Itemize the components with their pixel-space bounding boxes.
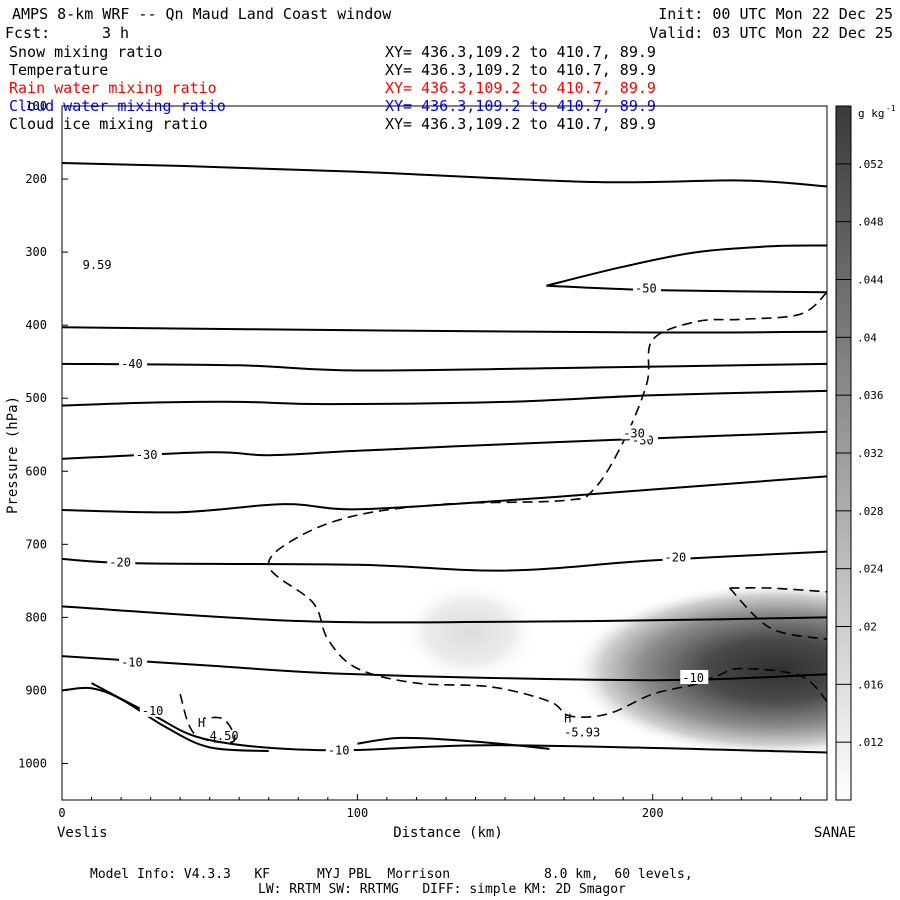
colorbar: .012 .016 .02 .024 .028 .032 .036 .04 .044 .048 .0… [835,104,896,801]
colorbar-tick-label: .036 [857,389,884,402]
colorbar-tick-label: .052 [857,158,884,171]
colorbar-tick-label: .044 [857,274,884,287]
contour-label-bg [119,355,148,370]
forecast-value: 3 h [102,24,129,42]
y-axis-label: Pressure (hPa) [5,396,21,514]
contour-label-bg [107,554,136,569]
isotherm-line [62,326,827,334]
y-tick-label: 700 [25,537,47,551]
field-name: Temperature [9,61,108,79]
contour-label-bg [139,702,168,717]
contour-label: -20 [665,550,687,564]
x-tick-label: 100 [347,806,369,820]
contour-label-bg [325,742,354,757]
isotherm-line [62,550,827,572]
field-coords: XY= 436.3,109.2 to 410.7, 89.9 [385,115,656,133]
field-name: Rain water mixing ratio [9,79,217,97]
x-tick-label: 200 [642,806,664,820]
contour-label-bg [662,549,691,564]
isotherm-line [62,389,827,407]
snow-contour-line [179,693,236,744]
isotherm-line [62,655,827,682]
isotherm-line [62,430,827,460]
y-tick-label: 300 [25,245,47,259]
y-tick-label: 900 [25,683,47,697]
shading-blob [570,582,827,758]
y-tick-label: 600 [25,464,47,478]
chart-title: AMPS 8-km WRF -- Qn Maud Land Coast wind… [12,5,392,23]
annotation-text: H [198,716,205,730]
contour-label: -30 [623,426,645,440]
contour-label: -10 [142,704,164,718]
annotation-text: 4.50 [210,729,239,743]
snow-contour-line [728,587,827,641]
isotherm-line [62,162,827,188]
y-tick-label: 100 [25,99,47,113]
y-tick-label: 1000 [18,756,47,770]
contour-label: -30 [136,448,158,462]
contour-label: -10 [121,656,143,670]
forecast-label: Fcst: [5,24,50,42]
left-endpoint-label: Veslis [57,825,108,841]
field-name: Cloud ice mixing ratio [9,115,208,133]
x-tick-label: 0 [58,806,65,820]
isotherm-line [546,284,827,294]
contour-label: -10 [682,671,704,685]
model-info-line1: Model Info: V4.3.3 KF MYJ PBL Morrison 8… [90,867,693,882]
isotherm-line [62,605,827,624]
contour-label-bg [680,670,709,685]
field-coords: XY= 436.3,109.2 to 410.7, 89.9 [385,43,656,61]
right-endpoint-label: SANAE [814,825,856,841]
field-coords: XY= 436.3,109.2 to 410.7, 89.9 [385,61,656,79]
contour-label: -10 [328,743,350,757]
contour-labels: -50-40-30-30-20 -20-10-10-10-10-30H4.50H-… [83,258,709,757]
isotherm-line [357,736,550,750]
annotation-text: H [564,712,571,726]
y-tick-label: 200 [25,172,47,186]
contour-label: -40 [121,357,143,371]
isotherm-line [546,244,827,287]
contour-label: -20 [109,556,131,570]
y-tick-label: 500 [25,391,47,405]
colorbar-tick-label: .04 [857,331,877,344]
y-axis: 100 200 300 400 500 600 700 800 900 1000 [18,99,68,770]
contour-label-bg [119,654,148,669]
snow-contour-line [267,291,827,719]
colorbar-tick-label: .012 [857,736,884,749]
contour-label-bg [621,425,650,440]
snow-contour-line [729,587,827,593]
isotherm-line [62,475,827,514]
model-info-line2: LW: RRTM SW: RRTMG DIFF: simple KM: 2D S… [258,882,626,897]
field-list: Snow mixing ratio XY= 436.3,109.2 to 410.… [9,43,656,133]
field-name: Snow mixing ratio [9,43,163,61]
y-tick-label: 400 [25,318,47,332]
init-time: Init: 00 UTC Mon 22 Dec 25 [658,5,893,23]
x-axis: 0 100 200 [58,794,801,820]
contour-label-bg [133,447,162,462]
isotherm-line [62,362,827,372]
colorbar-tick-label: .032 [857,447,884,460]
plot-frame [61,105,828,801]
colorbar-tick-label: .016 [857,678,884,691]
colorbar-unit-exponent: -1 [886,104,896,113]
contour-label: -50 [635,282,657,296]
annotation-text: -5.93 [564,725,600,739]
colorbar-unit: g kg [858,107,885,120]
snow-shading [398,580,827,758]
valid-time: Valid: 03 UTC Mon 22 Dec 25 [649,24,893,42]
shading-blob [398,580,541,684]
field-coords: XY= 436.3,109.2 to 410.7, 89.9 [385,79,656,97]
contour-label-bg [633,280,662,295]
colorbar-tick-label: .02 [857,621,877,634]
y-tick-label: 800 [25,610,47,624]
colorbar-tick-label: .024 [857,563,884,576]
x-axis-label: Distance (km) [393,825,503,841]
colorbar-ticks: .012 .016 .02 .024 .028 .032 .036 .04 .044 .048 .0… [836,158,884,749]
colorbar-tick-label: .048 [857,216,884,229]
colorbar-tick-label: .028 [857,505,884,518]
snow-mixing-contours [179,291,827,744]
annotation-text: 9.59 [83,258,112,272]
